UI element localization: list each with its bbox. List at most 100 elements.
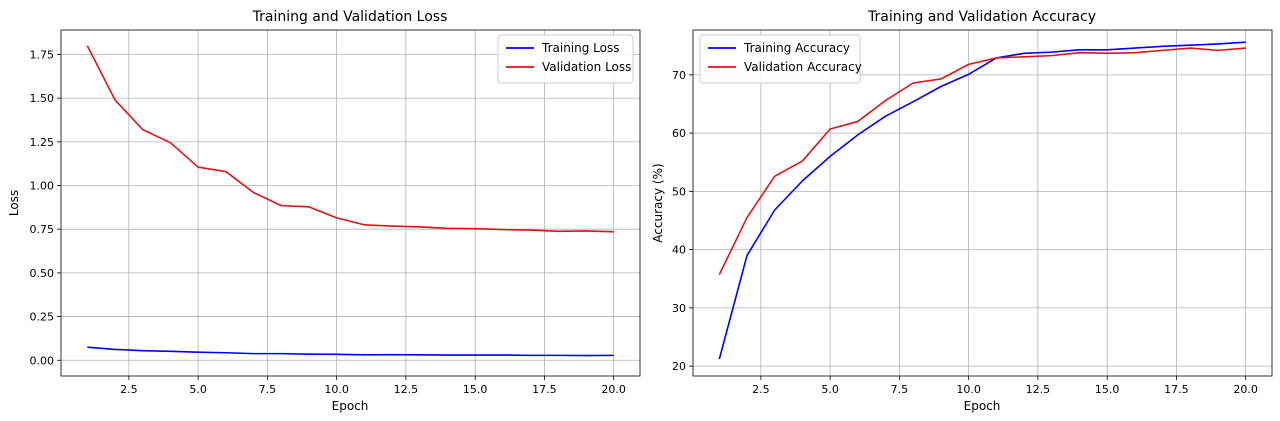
loss-series-0-point xyxy=(419,354,421,356)
accuracy-chart-xlabel: Epoch xyxy=(964,399,1001,413)
loss-series-0-point xyxy=(529,354,531,356)
accuracy-series-1-point xyxy=(1134,52,1136,54)
loss-series-0-point xyxy=(114,348,116,350)
loss-ytick-label: 0.00 xyxy=(30,354,55,367)
accuracy-series-0-point xyxy=(884,115,886,117)
loss-legend: Training Loss Validation Loss xyxy=(497,34,634,84)
loss-xtick-label: 7.5 xyxy=(259,383,277,396)
loss-series-1-point xyxy=(391,225,393,227)
accuracy-legend-box xyxy=(699,34,861,84)
accuracy-ytick-label: 30 xyxy=(672,302,686,315)
loss-series-1-point xyxy=(169,142,171,144)
loss-series-0-point xyxy=(446,354,448,356)
accuracy-series-0-point xyxy=(857,134,859,136)
loss-chart-ylabel: Loss xyxy=(7,190,21,216)
loss-series-1-point xyxy=(557,230,559,232)
loss-series-1-point xyxy=(308,206,310,208)
accuracy-ytick-label: 50 xyxy=(672,185,686,198)
accuracy-chart: Training and Validation Accuracy Epoch A… xyxy=(651,9,1273,413)
loss-series-1-point xyxy=(612,231,614,233)
loss-ytick-label: 1.00 xyxy=(30,180,55,193)
loss-series-0-point xyxy=(169,350,171,352)
loss-legend-label: Validation Loss xyxy=(542,60,631,74)
loss-series-0-point xyxy=(391,353,393,355)
loss-series-0-point xyxy=(86,346,88,348)
loss-series-line-1 xyxy=(86,45,614,233)
accuracy-series-1-point xyxy=(884,99,886,101)
accuracy-series-0-point xyxy=(1244,41,1246,43)
accuracy-series-0-point xyxy=(1106,49,1108,51)
loss-series-1-point xyxy=(474,227,476,229)
loss-series-1-point xyxy=(280,204,282,206)
loss-series-0-point xyxy=(612,354,614,356)
accuracy-series-0-point xyxy=(774,209,776,211)
loss-series-0-point xyxy=(474,354,476,356)
loss-xtick-label: 10.0 xyxy=(324,383,349,396)
accuracy-series-1-point xyxy=(912,82,914,84)
accuracy-xtick-label: 10.0 xyxy=(956,383,981,396)
accuracy-series-1-point xyxy=(967,63,969,65)
loss-chart-title: Training and Validation Loss xyxy=(252,9,448,25)
accuracy-series-0-point xyxy=(1189,44,1191,46)
accuracy-chart-ylabel: Accuracy (%) xyxy=(651,163,665,242)
loss-xtick-label: 12.5 xyxy=(394,383,419,396)
accuracy-series-0-point xyxy=(801,180,803,182)
accuracy-ytick-label: 40 xyxy=(672,244,686,257)
loss-ytick-label: 1.75 xyxy=(30,48,55,61)
loss-series-1-point xyxy=(86,45,88,47)
loss-ytick-label: 0.25 xyxy=(30,311,55,324)
loss-ytick-label: 0.75 xyxy=(30,223,55,236)
accuracy-ytick-label: 60 xyxy=(672,127,686,140)
accuracy-series-1-point xyxy=(1244,47,1246,49)
accuracy-series-1-point xyxy=(1078,52,1080,54)
accuracy-series-1-point xyxy=(718,273,720,275)
loss-xtick-label: 2.5 xyxy=(120,383,138,396)
accuracy-series-0-point xyxy=(940,85,942,87)
accuracy-series-1-point xyxy=(1217,49,1219,51)
loss-series-1-point xyxy=(446,227,448,229)
accuracy-chart-title: Training and Validation Accuracy xyxy=(867,9,1096,25)
accuracy-series-1-point xyxy=(746,216,748,218)
accuracy-xtick-label: 12.5 xyxy=(1026,383,1051,396)
accuracy-legend: Training Accuracy Validation Accuracy xyxy=(699,34,862,84)
accuracy-series-0-point xyxy=(718,358,720,360)
accuracy-series-0-point xyxy=(1078,49,1080,51)
accuracy-xtick-label: 20.0 xyxy=(1233,383,1258,396)
accuracy-series-0-point xyxy=(1134,47,1136,49)
accuracy-series-0-point xyxy=(1051,51,1053,53)
accuracy-plot-frame xyxy=(692,29,1273,377)
accuracy-series-0-point xyxy=(829,155,831,157)
loss-series-1-point xyxy=(335,217,337,219)
accuracy-series-1-point xyxy=(857,120,859,122)
accuracy-xtick-label: 17.5 xyxy=(1164,383,1189,396)
accuracy-xtick-label: 2.5 xyxy=(752,383,770,396)
loss-series-1-point xyxy=(585,230,587,232)
accuracy-legend-label: Validation Accuracy xyxy=(744,60,862,74)
accuracy-ytick-label: 20 xyxy=(672,360,686,373)
accuracy-series-1-point xyxy=(1189,47,1191,49)
loss-xtick-label: 17.5 xyxy=(532,383,557,396)
loss-series-1-point xyxy=(252,191,254,193)
loss-series-0-point xyxy=(308,353,310,355)
loss-xtick-label: 20.0 xyxy=(601,383,626,396)
loss-xtick-label: 15.0 xyxy=(463,383,488,396)
accuracy-series-1-point xyxy=(940,78,942,80)
accuracy-xtick-label: 5.0 xyxy=(821,383,839,396)
loss-series-1-point xyxy=(502,228,504,230)
accuracy-series-1-point xyxy=(1051,54,1053,56)
loss-ytick-label: 0.50 xyxy=(30,267,55,280)
accuracy-series-1-point xyxy=(1161,49,1163,51)
accuracy-series-1-point xyxy=(829,128,831,130)
loss-series-1-point xyxy=(114,99,116,101)
loss-series-1-point xyxy=(363,224,365,226)
loss-series-0-point xyxy=(197,351,199,353)
accuracy-series-1-point xyxy=(774,175,776,177)
loss-series-1-point xyxy=(529,229,531,231)
loss-plot-frame xyxy=(60,29,641,377)
loss-series-0-point xyxy=(557,354,559,356)
loss-series-0-point xyxy=(335,353,337,355)
loss-series-0-point xyxy=(142,349,144,351)
loss-series-line-0 xyxy=(87,346,614,357)
loss-series-1-point xyxy=(142,128,144,130)
loss-series-1-point xyxy=(225,170,227,172)
